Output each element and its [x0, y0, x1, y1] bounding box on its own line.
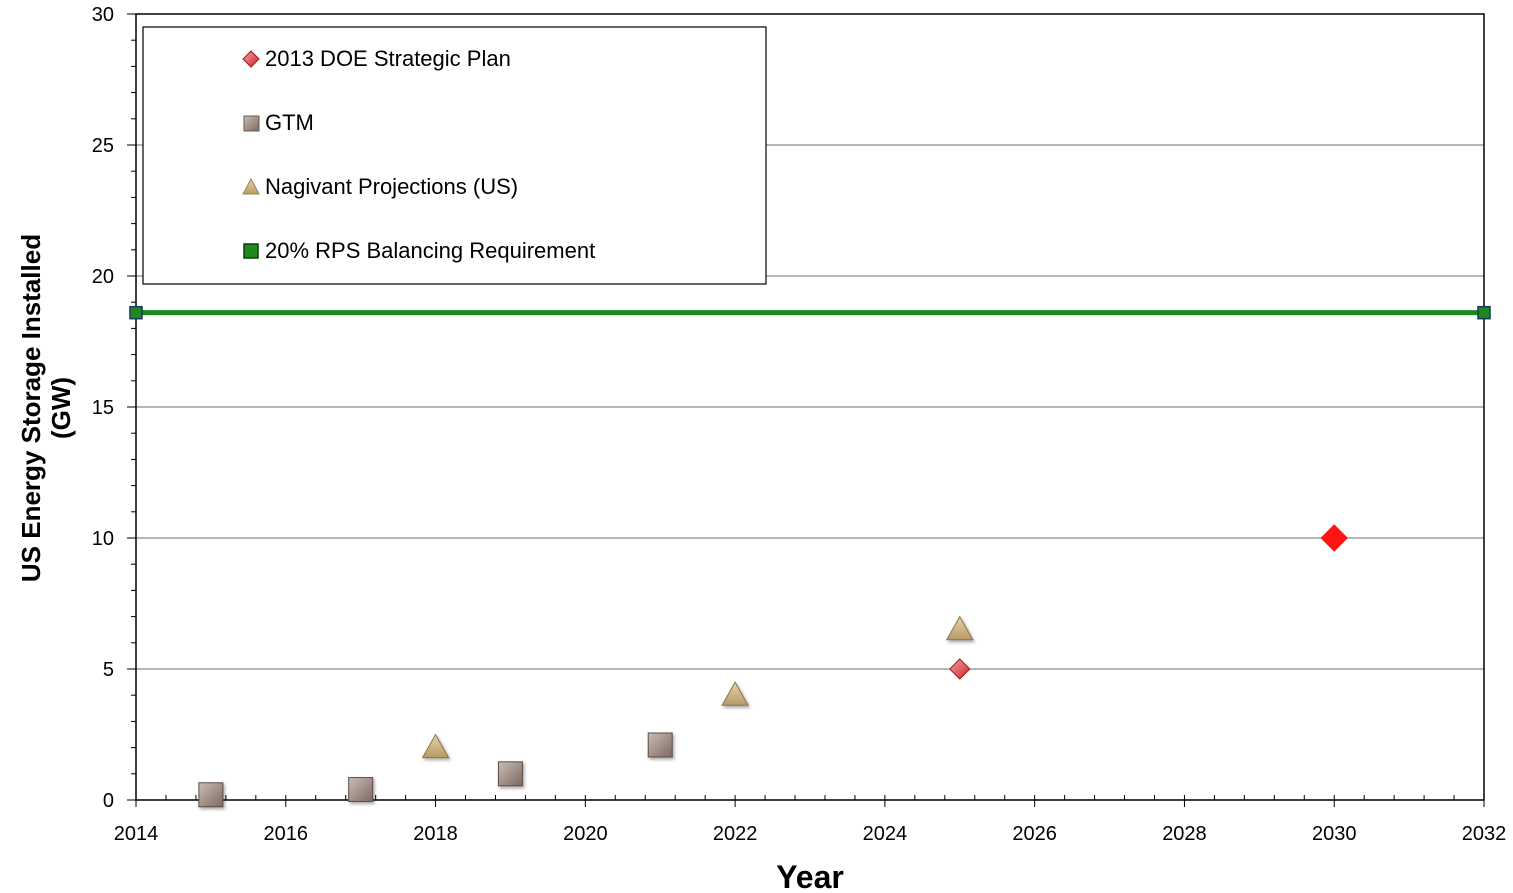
x-axis-title: Year: [776, 859, 844, 893]
x-tick-label: 2032: [1462, 823, 1507, 845]
legend-marker-square-icon: [243, 115, 260, 132]
y-axis-tick-labels: 0 5 10 15 20 25 30: [92, 4, 114, 812]
y-tick-label: 20: [92, 266, 114, 288]
y-tick-label: 0: [103, 790, 114, 812]
rps-marker: [129, 305, 143, 320]
rps-marker: [1477, 305, 1491, 320]
navigant-marker: [721, 681, 749, 706]
y-axis-title-unit: (GW): [46, 377, 76, 439]
legend-marker-diamond-icon: [242, 50, 260, 68]
legend-item-navigant: Nagivant Projections (US): [242, 174, 518, 199]
legend-item-gtm: GTM: [243, 110, 314, 135]
axis-ticks: [127, 13, 1485, 807]
legend-box: [142, 26, 767, 285]
x-tick-label: 2020: [563, 823, 608, 845]
data-marks: [129, 305, 1491, 808]
legend: 2013 DOE Strategic Plan GTM Nagivant Pro…: [142, 26, 767, 285]
gtm-marker: [497, 761, 523, 787]
x-tick-label: 2016: [264, 823, 309, 845]
legend-marker-triangle-icon: [242, 177, 260, 195]
legend-label-doe: 2013 DOE Strategic Plan: [265, 46, 511, 71]
y-tick-label: 15: [92, 397, 114, 419]
gtm-marker: [348, 777, 374, 803]
y-tick-label: 5: [103, 659, 114, 681]
y-tick-label: 10: [92, 528, 114, 550]
doe-marker: [949, 658, 971, 680]
doe-marker: [1320, 524, 1348, 552]
x-tick-label: 2022: [713, 823, 758, 845]
y-tick-label: 25: [92, 135, 114, 157]
x-tick-label: 2018: [413, 823, 458, 845]
x-tick-label: 2024: [863, 823, 908, 845]
legend-item-doe: 2013 DOE Strategic Plan: [242, 46, 511, 71]
legend-item-rps: 20% RPS Balancing Requirement: [243, 238, 595, 263]
x-tick-label: 2026: [1012, 823, 1057, 845]
x-tick-label: 2014: [114, 823, 159, 845]
y-tick-label: 30: [92, 4, 114, 26]
navigant-marker: [421, 733, 450, 759]
legend-label-gtm: GTM: [265, 110, 314, 135]
x-tick-label: 2030: [1312, 823, 1357, 845]
legend-label-navigant: Nagivant Projections (US): [265, 174, 518, 199]
x-tick-label: 2028: [1162, 823, 1207, 845]
gtm-marker: [647, 732, 673, 758]
navigant-marker: [945, 615, 974, 641]
legend-marker-green-square-icon: [243, 243, 259, 259]
y-axis-title: US Energy Storage Installed: [16, 234, 46, 582]
gtm-marker: [198, 782, 224, 808]
y-axis-title-group: US Energy Storage Installed (GW): [16, 234, 76, 582]
legend-label-rps: 20% RPS Balancing Requirement: [265, 238, 595, 263]
x-axis-tick-labels: 2014 2016 2018 2020 2022 2024 2026 2028 2030 2032: [114, 823, 1507, 845]
